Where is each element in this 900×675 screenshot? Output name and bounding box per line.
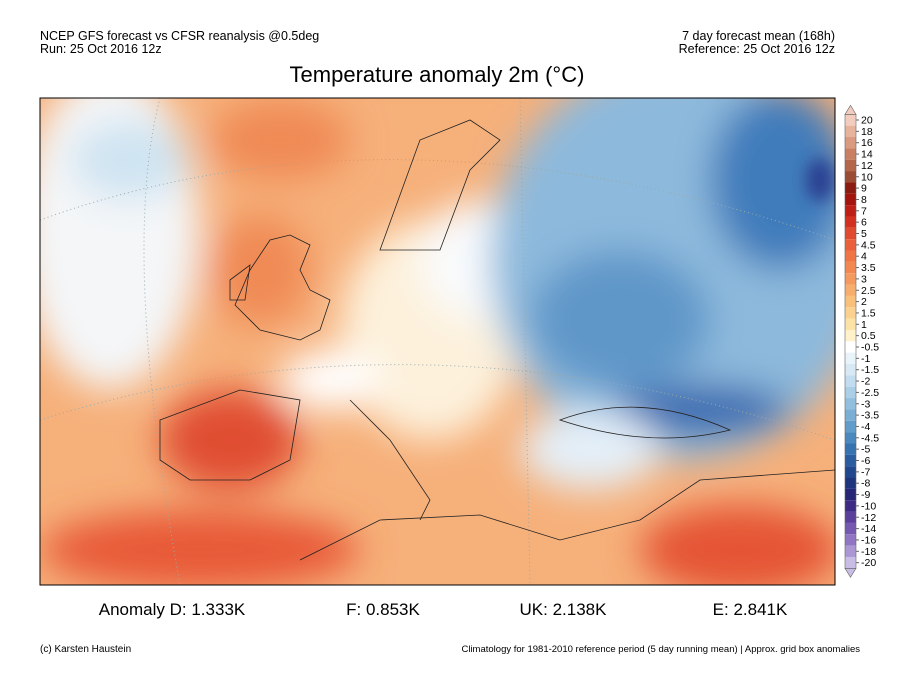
- colorbar-label: 7: [861, 205, 867, 217]
- colorbar-label: 6: [861, 217, 867, 229]
- colorbar-arrow-bottom: [844, 568, 857, 578]
- colorbar-swatch: [845, 556, 856, 569]
- colorbar-swatch: [845, 352, 856, 365]
- colorbar-label: -3.5: [861, 410, 879, 422]
- colorbar-swatch: [845, 239, 856, 251]
- colorbar-swatch: [845, 409, 856, 421]
- colorbar-swatch: [845, 125, 856, 138]
- colorbar-label: -1: [861, 353, 870, 365]
- colorbar-swatch: [845, 318, 856, 330]
- colorbar-label: 20: [861, 115, 873, 127]
- colorbar-label: -1.5: [861, 364, 879, 376]
- colorbar-frame: [844, 114, 857, 569]
- colorbar-label: 16: [861, 137, 873, 149]
- colorbar-swatch: [845, 114, 856, 126]
- colorbar-swatch: [845, 284, 856, 296]
- colorbar-swatch: [845, 205, 856, 217]
- colorbar-swatch: [845, 273, 856, 285]
- colorbar-label: -14: [861, 523, 876, 535]
- colorbar-label: 8: [861, 194, 867, 206]
- colorbar-swatch: [845, 216, 856, 228]
- colorbar-swatch: [845, 261, 856, 274]
- stat-f: F: 0.853K: [346, 600, 420, 619]
- colorbar-label: 0.5: [861, 330, 876, 342]
- colorbar-label: 3.5: [861, 262, 876, 274]
- colorbar-label: -12: [861, 512, 876, 524]
- colorbar-label: 12: [861, 160, 873, 172]
- colorbar-swatch: [845, 432, 856, 444]
- colorbar-label: -2.5: [861, 387, 879, 399]
- colorbar-swatch: [845, 364, 856, 376]
- header-left-2: Run: 25 Oct 2016 12z: [40, 42, 162, 56]
- colorbar-label: 9: [861, 183, 867, 195]
- colorbar-swatch: [845, 534, 856, 546]
- colorbar-label: -6: [861, 455, 870, 467]
- colorbar-swatch: [845, 159, 856, 172]
- colorbar-swatch: [845, 466, 856, 478]
- colorbar-label: 2: [861, 296, 867, 308]
- colorbar-swatch: [845, 545, 856, 557]
- colorbar-label: 18: [861, 126, 873, 138]
- colorbar-swatch: [845, 420, 856, 433]
- colorbar-swatch: [845, 227, 856, 240]
- colorbar-label: -18: [861, 546, 876, 558]
- colorbar-swatch: [845, 295, 856, 308]
- colorbar-swatch: [845, 250, 856, 262]
- colorbar-swatch: [845, 511, 856, 523]
- colorbar-label: -3: [861, 398, 870, 410]
- header-right-1: 7 day forecast mean (168h): [682, 29, 835, 43]
- colorbar-label: -7: [861, 466, 870, 478]
- colorbar-swatch: [845, 488, 856, 501]
- colorbar-label: 10: [861, 171, 873, 183]
- colorbar-swatch: [845, 341, 856, 353]
- colorbar-swatch: [845, 182, 856, 194]
- colorbar-swatch: [845, 386, 856, 399]
- colorbar-swatch: [845, 522, 856, 535]
- colorbar-swatch: [845, 193, 856, 206]
- colorbar-swatch: [845, 307, 856, 319]
- colorbar-swatch: [845, 137, 856, 149]
- colorbar-label: -2: [861, 376, 870, 388]
- colorbar-swatch: [845, 500, 856, 512]
- colorbar-label: 2.5: [861, 285, 876, 297]
- colorbar-label: 14: [861, 149, 873, 161]
- colorbar-swatch: [845, 148, 856, 160]
- colorbar-label: 4.5: [861, 239, 876, 251]
- colorbar-label: 1: [861, 319, 867, 331]
- colorbar-swatch: [845, 477, 856, 489]
- stat-d: Anomaly D: 1.333K: [99, 600, 246, 619]
- colorbar-label: -10: [861, 500, 876, 512]
- colorbar-label: -20: [861, 557, 876, 569]
- colorbar-label: -16: [861, 534, 876, 546]
- colorbar-label: -9: [861, 489, 870, 501]
- colorbar-label: -4.5: [861, 432, 879, 444]
- footer-right: Climatology for 1981-2010 reference peri…: [461, 644, 860, 655]
- colorbar-label: -0.5: [861, 342, 879, 354]
- colorbar: 201816141210987654.543.532.521.510.5-0.5…: [844, 104, 879, 578]
- colorbar-swatch: [845, 171, 856, 183]
- colorbar-label: 3: [861, 273, 867, 285]
- colorbar-arrow-top: [844, 104, 857, 115]
- colorbar-label: -8: [861, 478, 870, 490]
- anomaly-field: [40, 98, 835, 585]
- colorbar-swatch: [845, 454, 856, 467]
- colorbar-label: 1.5: [861, 307, 876, 319]
- stat-e: E: 2.841K: [713, 600, 788, 619]
- colorbar-label: 5: [861, 228, 867, 240]
- header-left-1: NCEP GFS forecast vs CFSR reanalysis @0.…: [40, 29, 319, 43]
- colorbar-swatch: [845, 375, 856, 387]
- colorbar-label: -5: [861, 444, 870, 456]
- colorbar-swatch: [845, 329, 856, 342]
- colorbar-swatch: [845, 398, 856, 410]
- stat-uk: UK: 2.138K: [520, 600, 608, 619]
- colorbar-label: 4: [861, 251, 867, 263]
- footer-left: (c) Karsten Haustein: [40, 644, 131, 655]
- colorbar-swatch: [845, 443, 856, 455]
- header-right-2: Reference: 25 Oct 2016 12z: [679, 42, 835, 56]
- map-title: Temperature anomaly 2m (°C): [290, 62, 585, 87]
- colorbar-label: -4: [861, 421, 870, 433]
- map-frame: [39, 97, 836, 586]
